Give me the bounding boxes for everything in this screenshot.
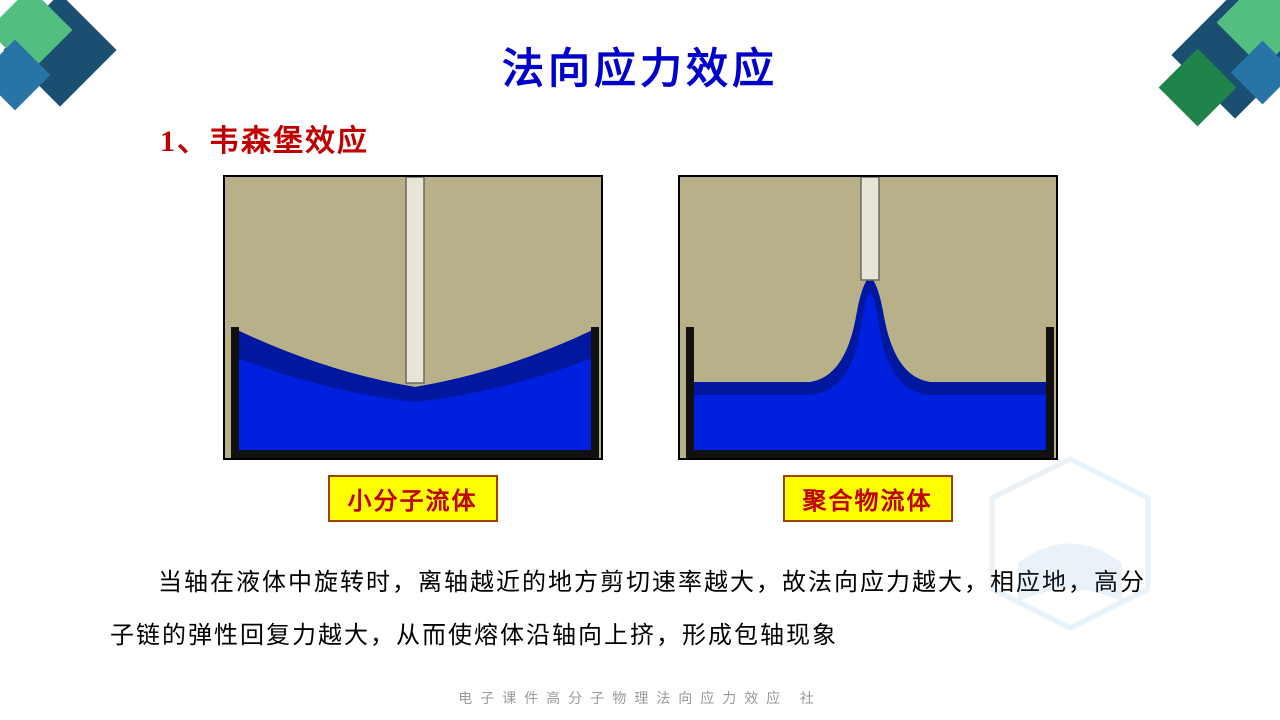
diagram-canvas-left [223, 175, 603, 460]
page-title: 法向应力效应 [0, 0, 1280, 96]
corner-decoration-top-left [0, 0, 160, 160]
diagram-small-molecule: 小分子流体 [223, 175, 603, 522]
section-heading: 1、韦森堡效应 [160, 116, 1280, 160]
diagram-canvas-right [678, 175, 1058, 460]
diagram-label-right: 聚合物流体 [783, 475, 953, 522]
footer-caption: 电子课件高分子物理法向应力效应 社 [0, 688, 1280, 708]
diagram-label-left: 小分子流体 [328, 475, 498, 522]
corner-decoration-top-right [1120, 0, 1280, 160]
